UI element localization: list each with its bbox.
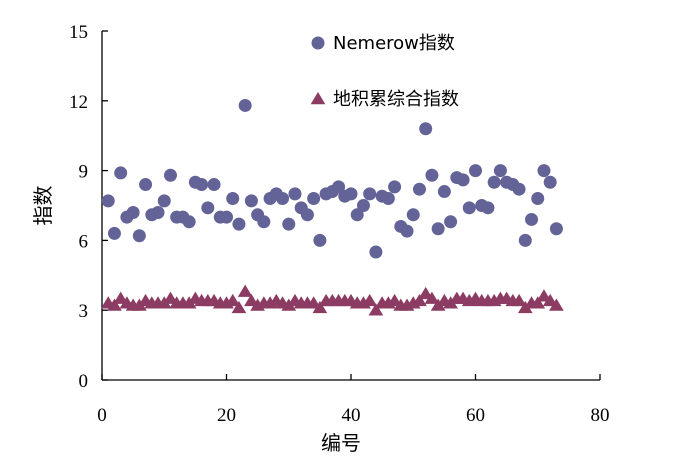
geoaccumulation-point [511, 293, 527, 307]
x-tick-label: 60 [466, 405, 485, 426]
geoaccumulation-point [424, 291, 440, 304]
nemerow-point [282, 217, 296, 231]
x-tick-label: 20 [217, 405, 236, 426]
nemerow-point [431, 222, 445, 236]
x-tick-label: 0 [97, 405, 107, 426]
nemerow-point [543, 175, 557, 189]
legend-label-2: 地积累综合指数 [333, 89, 459, 110]
geoaccumulation-point [362, 293, 378, 307]
nemerow-point [244, 194, 258, 208]
nemerow-point [313, 233, 327, 247]
x-tick-label: 40 [342, 405, 361, 426]
nemerow-point [425, 168, 439, 182]
nemerow-point [400, 224, 414, 238]
nemerow-point [487, 175, 501, 189]
legend-marker-2 [310, 92, 326, 105]
nemerow-point [257, 215, 271, 229]
legend-label-1: Nemerow指数 [333, 33, 455, 54]
nemerow-point [437, 185, 451, 199]
nemerow-point [163, 168, 177, 182]
nemerow-point [232, 217, 246, 231]
nemerow-point [525, 212, 539, 226]
nemerow-point [238, 98, 252, 112]
geoaccumulation-point [412, 293, 427, 307]
y-tick-label: 12 [69, 92, 88, 113]
nemerow-point [332, 180, 346, 194]
axes: 0 3 6 9 12 15 0 20 40 60 80 编号 指数 [31, 22, 610, 455]
nemerow-point [419, 122, 433, 136]
nemerow-point [356, 199, 370, 212]
nemerow-point [126, 205, 140, 219]
y-tick-label: 15 [69, 22, 88, 43]
geoaccumulation-point [107, 298, 122, 311]
data-points [100, 98, 564, 316]
nemerow-point [195, 178, 209, 192]
nemerow-point [350, 208, 364, 222]
nemerow-point [406, 208, 420, 222]
nemerow-point [512, 182, 526, 196]
nemerow-point [300, 208, 314, 222]
nemerow-point [531, 192, 545, 206]
nemerow-point [114, 166, 128, 180]
y-tick-label: 6 [79, 231, 89, 252]
nemerow-point [101, 194, 115, 208]
nemerow-point [201, 201, 215, 215]
geoaccumulation-point [312, 300, 328, 314]
nemerow-point [369, 245, 383, 259]
x-tick-label: 80 [591, 405, 610, 426]
nemerow-point [537, 164, 551, 178]
nemerow-point [107, 226, 121, 240]
nemerow-point [226, 192, 240, 206]
nemerow-point [462, 201, 476, 215]
nemerow-point [288, 187, 302, 201]
nemerow-point [132, 229, 146, 243]
nemerow-point [444, 215, 458, 229]
geoaccumulation-point [549, 298, 564, 311]
nemerow-point [388, 180, 402, 194]
y-tick-label: 9 [79, 162, 89, 183]
nemerow-point [157, 194, 171, 208]
nemerow-point [182, 215, 196, 229]
y-tick-label: 3 [79, 301, 89, 322]
y-tick-label: 0 [79, 371, 89, 392]
nemerow-point [412, 182, 426, 196]
nemerow-point [151, 205, 165, 219]
nemerow-point [363, 187, 377, 201]
nemerow-point [276, 192, 290, 206]
nemerow-point [344, 187, 358, 201]
nemerow-point [139, 178, 153, 192]
x-axis-label: 编号 [321, 431, 361, 455]
nemerow-point [381, 192, 395, 206]
geoaccumulation-point [530, 296, 546, 309]
nemerow-point [469, 164, 482, 178]
nemerow-point [481, 201, 495, 215]
nemerow-point [549, 222, 563, 236]
legend-marker-1 [311, 36, 325, 50]
nemerow-point [207, 178, 221, 192]
nemerow-point [518, 233, 532, 247]
y-axis-label: 指数 [31, 186, 55, 226]
nemerow-point [307, 192, 321, 206]
geoaccumulation-point [368, 303, 384, 316]
nemerow-point [493, 164, 507, 178]
geoaccumulation-point [225, 293, 241, 307]
geoaccumulation-point [237, 284, 253, 297]
geoaccumulation-point [231, 300, 247, 314]
nemerow-point [456, 173, 470, 187]
nemerow-point [220, 210, 233, 224]
